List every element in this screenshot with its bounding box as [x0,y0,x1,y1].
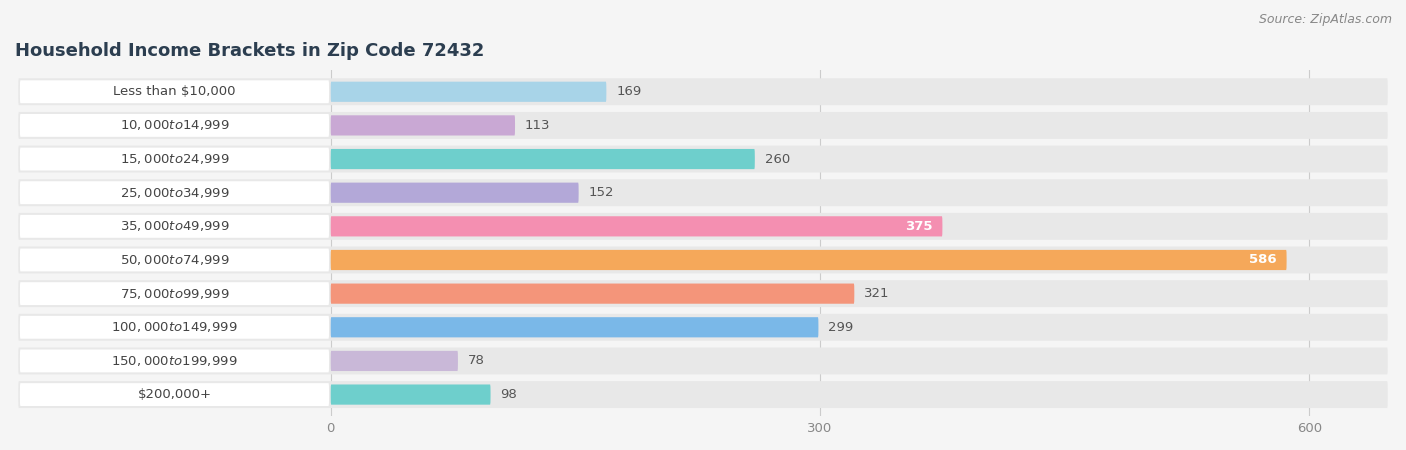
Text: Source: ZipAtlas.com: Source: ZipAtlas.com [1258,14,1392,27]
FancyBboxPatch shape [330,351,458,371]
FancyBboxPatch shape [18,347,1388,374]
Text: 169: 169 [616,85,641,98]
Text: $200,000+: $200,000+ [138,388,211,401]
FancyBboxPatch shape [20,383,329,406]
FancyBboxPatch shape [20,350,329,372]
Text: 113: 113 [524,119,550,132]
FancyBboxPatch shape [330,183,579,203]
FancyBboxPatch shape [330,284,855,304]
Text: $75,000 to $99,999: $75,000 to $99,999 [120,287,229,301]
Text: $15,000 to $24,999: $15,000 to $24,999 [120,152,229,166]
FancyBboxPatch shape [20,114,329,137]
Text: Less than $10,000: Less than $10,000 [114,85,236,98]
FancyBboxPatch shape [18,146,1388,172]
Text: $100,000 to $149,999: $100,000 to $149,999 [111,320,238,334]
Text: Household Income Brackets in Zip Code 72432: Household Income Brackets in Zip Code 72… [15,42,485,60]
FancyBboxPatch shape [330,115,515,135]
FancyBboxPatch shape [18,213,1388,240]
FancyBboxPatch shape [20,316,329,339]
Text: 299: 299 [828,321,853,334]
Text: 321: 321 [865,287,890,300]
FancyBboxPatch shape [18,247,1388,274]
Text: $50,000 to $74,999: $50,000 to $74,999 [120,253,229,267]
FancyBboxPatch shape [18,381,1388,408]
FancyBboxPatch shape [330,317,818,338]
FancyBboxPatch shape [18,314,1388,341]
FancyBboxPatch shape [18,179,1388,206]
FancyBboxPatch shape [20,248,329,271]
Text: $35,000 to $49,999: $35,000 to $49,999 [120,219,229,234]
Text: 586: 586 [1249,253,1277,266]
FancyBboxPatch shape [20,282,329,305]
FancyBboxPatch shape [20,181,329,204]
FancyBboxPatch shape [20,80,329,103]
FancyBboxPatch shape [18,78,1388,105]
Text: 260: 260 [765,153,790,166]
FancyBboxPatch shape [18,112,1388,139]
Text: 152: 152 [589,186,614,199]
Text: 78: 78 [468,355,485,368]
FancyBboxPatch shape [18,280,1388,307]
FancyBboxPatch shape [330,81,606,102]
FancyBboxPatch shape [330,384,491,405]
Text: 98: 98 [501,388,517,401]
FancyBboxPatch shape [330,250,1286,270]
FancyBboxPatch shape [20,215,329,238]
Text: $150,000 to $199,999: $150,000 to $199,999 [111,354,238,368]
Text: $25,000 to $34,999: $25,000 to $34,999 [120,186,229,200]
Text: 375: 375 [905,220,932,233]
Text: $10,000 to $14,999: $10,000 to $14,999 [120,118,229,132]
FancyBboxPatch shape [330,216,942,236]
FancyBboxPatch shape [20,148,329,171]
FancyBboxPatch shape [330,149,755,169]
